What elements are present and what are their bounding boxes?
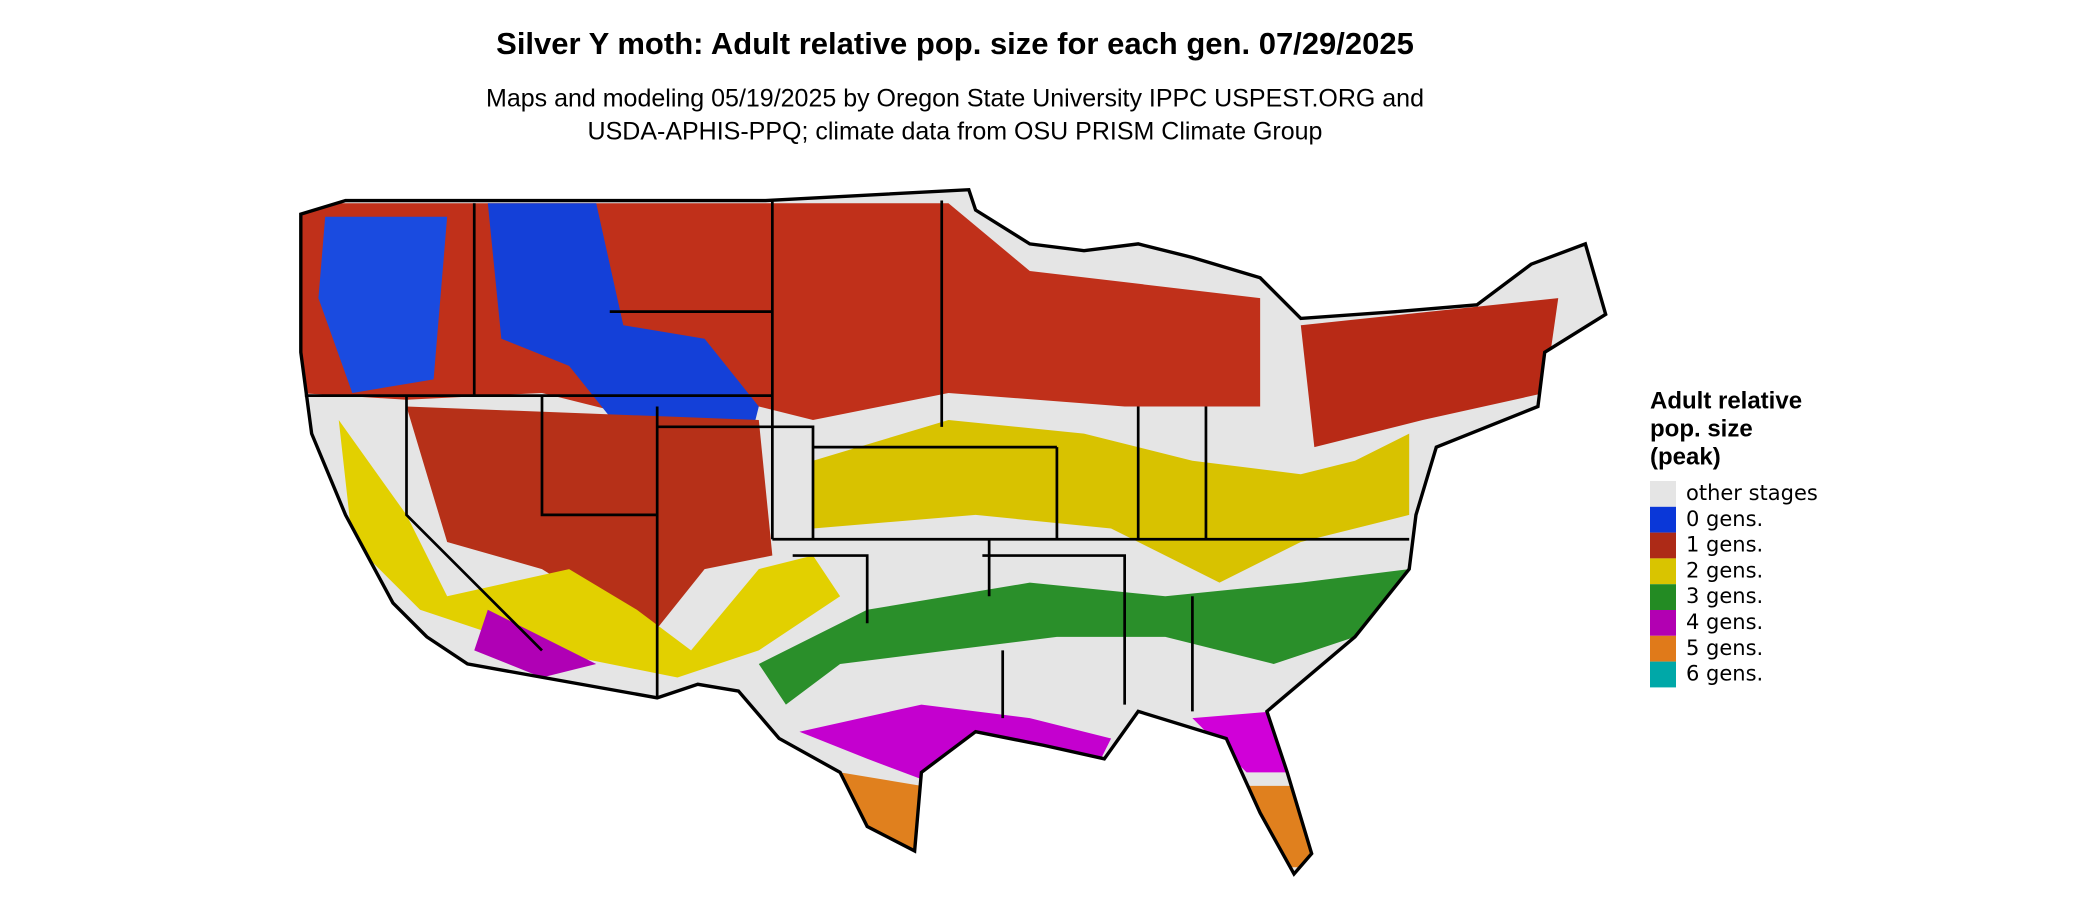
legend-swatch <box>1650 532 1676 559</box>
legend-label: 4 gens. <box>1686 610 1763 634</box>
subtitle-line: USDA-APHIS-PPQ; climate data from OSU PR… <box>588 118 1323 146</box>
legend-title: Adult relative <box>1650 387 1802 414</box>
legend-swatch <box>1650 584 1676 610</box>
map-title: Silver Y moth: Adult relative pop. size … <box>496 26 1414 61</box>
legend-label: other stages <box>1686 481 1818 505</box>
legend-label: 2 gens. <box>1686 558 1763 582</box>
legend-swatch <box>1650 661 1676 688</box>
legend-label: 0 gens. <box>1686 507 1763 531</box>
legend-swatch <box>1650 558 1676 585</box>
legend-title: (peak) <box>1650 443 1721 470</box>
subtitle-line: Maps and modeling 05/19/2025 by Oregon S… <box>486 85 1424 113</box>
legend-swatch <box>1650 506 1676 533</box>
legend-label: 5 gens. <box>1686 636 1763 660</box>
legend-swatch <box>1650 481 1676 507</box>
legend-label: 1 gens. <box>1686 533 1763 557</box>
legend-label: 3 gens. <box>1686 584 1763 608</box>
legend-title: pop. size <box>1650 415 1753 442</box>
legend-swatch <box>1650 610 1676 636</box>
legend-label: 6 gens. <box>1686 662 1763 686</box>
us-map <box>299 187 1608 877</box>
legend-swatch <box>1650 635 1676 662</box>
